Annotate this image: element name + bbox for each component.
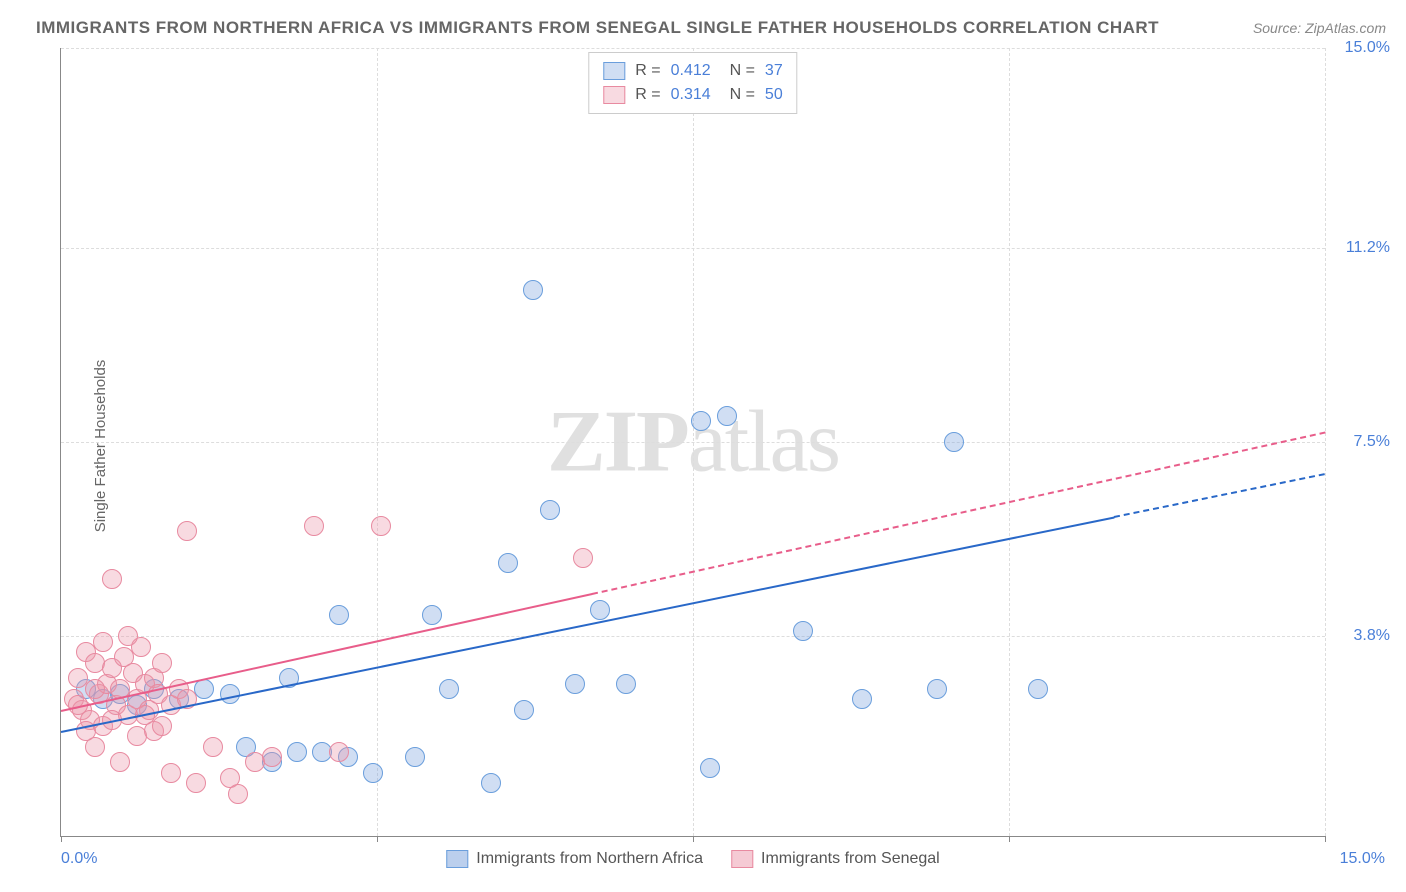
legend-n-label: N = (721, 59, 755, 83)
trend-line (1114, 474, 1325, 519)
data-point (481, 773, 501, 793)
data-point (590, 600, 610, 620)
data-point (573, 548, 593, 568)
x-tick-mark (377, 836, 378, 842)
legend-item: Immigrants from Northern Africa (446, 850, 703, 868)
data-point (177, 521, 197, 541)
source-label: Source: ZipAtlas.com (1253, 20, 1386, 36)
data-point (439, 679, 459, 699)
y-tick-label: 7.5% (1354, 433, 1390, 451)
x-axis-min: 0.0% (61, 850, 97, 868)
legend-n-label: N = (721, 83, 755, 107)
legend-swatch (446, 850, 468, 868)
data-point (565, 674, 585, 694)
legend-row: R = 0.412 N = 37 (603, 59, 782, 83)
data-point (102, 569, 122, 589)
data-point (616, 674, 636, 694)
data-point (329, 742, 349, 762)
data-point (203, 737, 223, 757)
y-tick-label: 15.0% (1345, 39, 1390, 57)
data-point (691, 411, 711, 431)
data-point (161, 763, 181, 783)
data-point (540, 500, 560, 520)
legend-n-value: 50 (765, 83, 783, 107)
data-point (700, 758, 720, 778)
data-point (793, 621, 813, 641)
gridline-vertical (1325, 48, 1326, 836)
data-point (110, 752, 130, 772)
data-point (93, 632, 113, 652)
legend-r-label: R = (635, 59, 660, 83)
gridline-vertical (1009, 48, 1010, 836)
x-tick-mark (693, 836, 694, 842)
data-point (927, 679, 947, 699)
data-point (944, 432, 964, 452)
data-point (514, 700, 534, 720)
legend-row: R = 0.314 N = 50 (603, 83, 782, 107)
data-point (118, 626, 138, 646)
legend-r-value: 0.314 (671, 83, 711, 107)
legend-r-value: 0.412 (671, 59, 711, 83)
data-point (186, 773, 206, 793)
legend-r-label: R = (635, 83, 660, 107)
series-legend: Immigrants from Northern Africa Immigrant… (446, 850, 939, 868)
trend-line (592, 432, 1326, 595)
data-point (717, 406, 737, 426)
legend-swatch (603, 86, 625, 104)
x-axis-max: 15.0% (1340, 850, 1385, 868)
data-point (262, 747, 282, 767)
gridline-vertical (377, 48, 378, 836)
x-tick-mark (61, 836, 62, 842)
data-point (287, 742, 307, 762)
legend-swatch (603, 62, 625, 80)
chart-title: IMMIGRANTS FROM NORTHERN AFRICA VS IMMIG… (36, 18, 1159, 38)
legend-swatch (731, 850, 753, 868)
y-tick-label: 3.8% (1354, 627, 1390, 645)
data-point (152, 716, 172, 736)
data-point (498, 553, 518, 573)
data-point (405, 747, 425, 767)
x-tick-mark (1325, 836, 1326, 842)
y-tick-label: 11.2% (1346, 239, 1390, 257)
data-point (852, 689, 872, 709)
data-point (85, 679, 105, 699)
legend-label: Immigrants from Northern Africa (476, 850, 703, 867)
data-point (523, 280, 543, 300)
gridline-vertical (693, 48, 694, 836)
legend-item: Immigrants from Senegal (731, 850, 940, 868)
data-point (152, 653, 172, 673)
data-point (1028, 679, 1048, 699)
data-point (371, 516, 391, 536)
data-point (304, 516, 324, 536)
plot-area: ZIPatlas R = 0.412 N = 37R = 0.314 N = 5… (60, 48, 1325, 837)
data-point (422, 605, 442, 625)
data-point (363, 763, 383, 783)
correlation-legend: R = 0.412 N = 37R = 0.314 N = 50 (588, 52, 797, 114)
data-point (228, 784, 248, 804)
x-tick-mark (1009, 836, 1010, 842)
data-point (329, 605, 349, 625)
legend-label: Immigrants from Senegal (761, 850, 940, 867)
legend-n-value: 37 (765, 59, 783, 83)
